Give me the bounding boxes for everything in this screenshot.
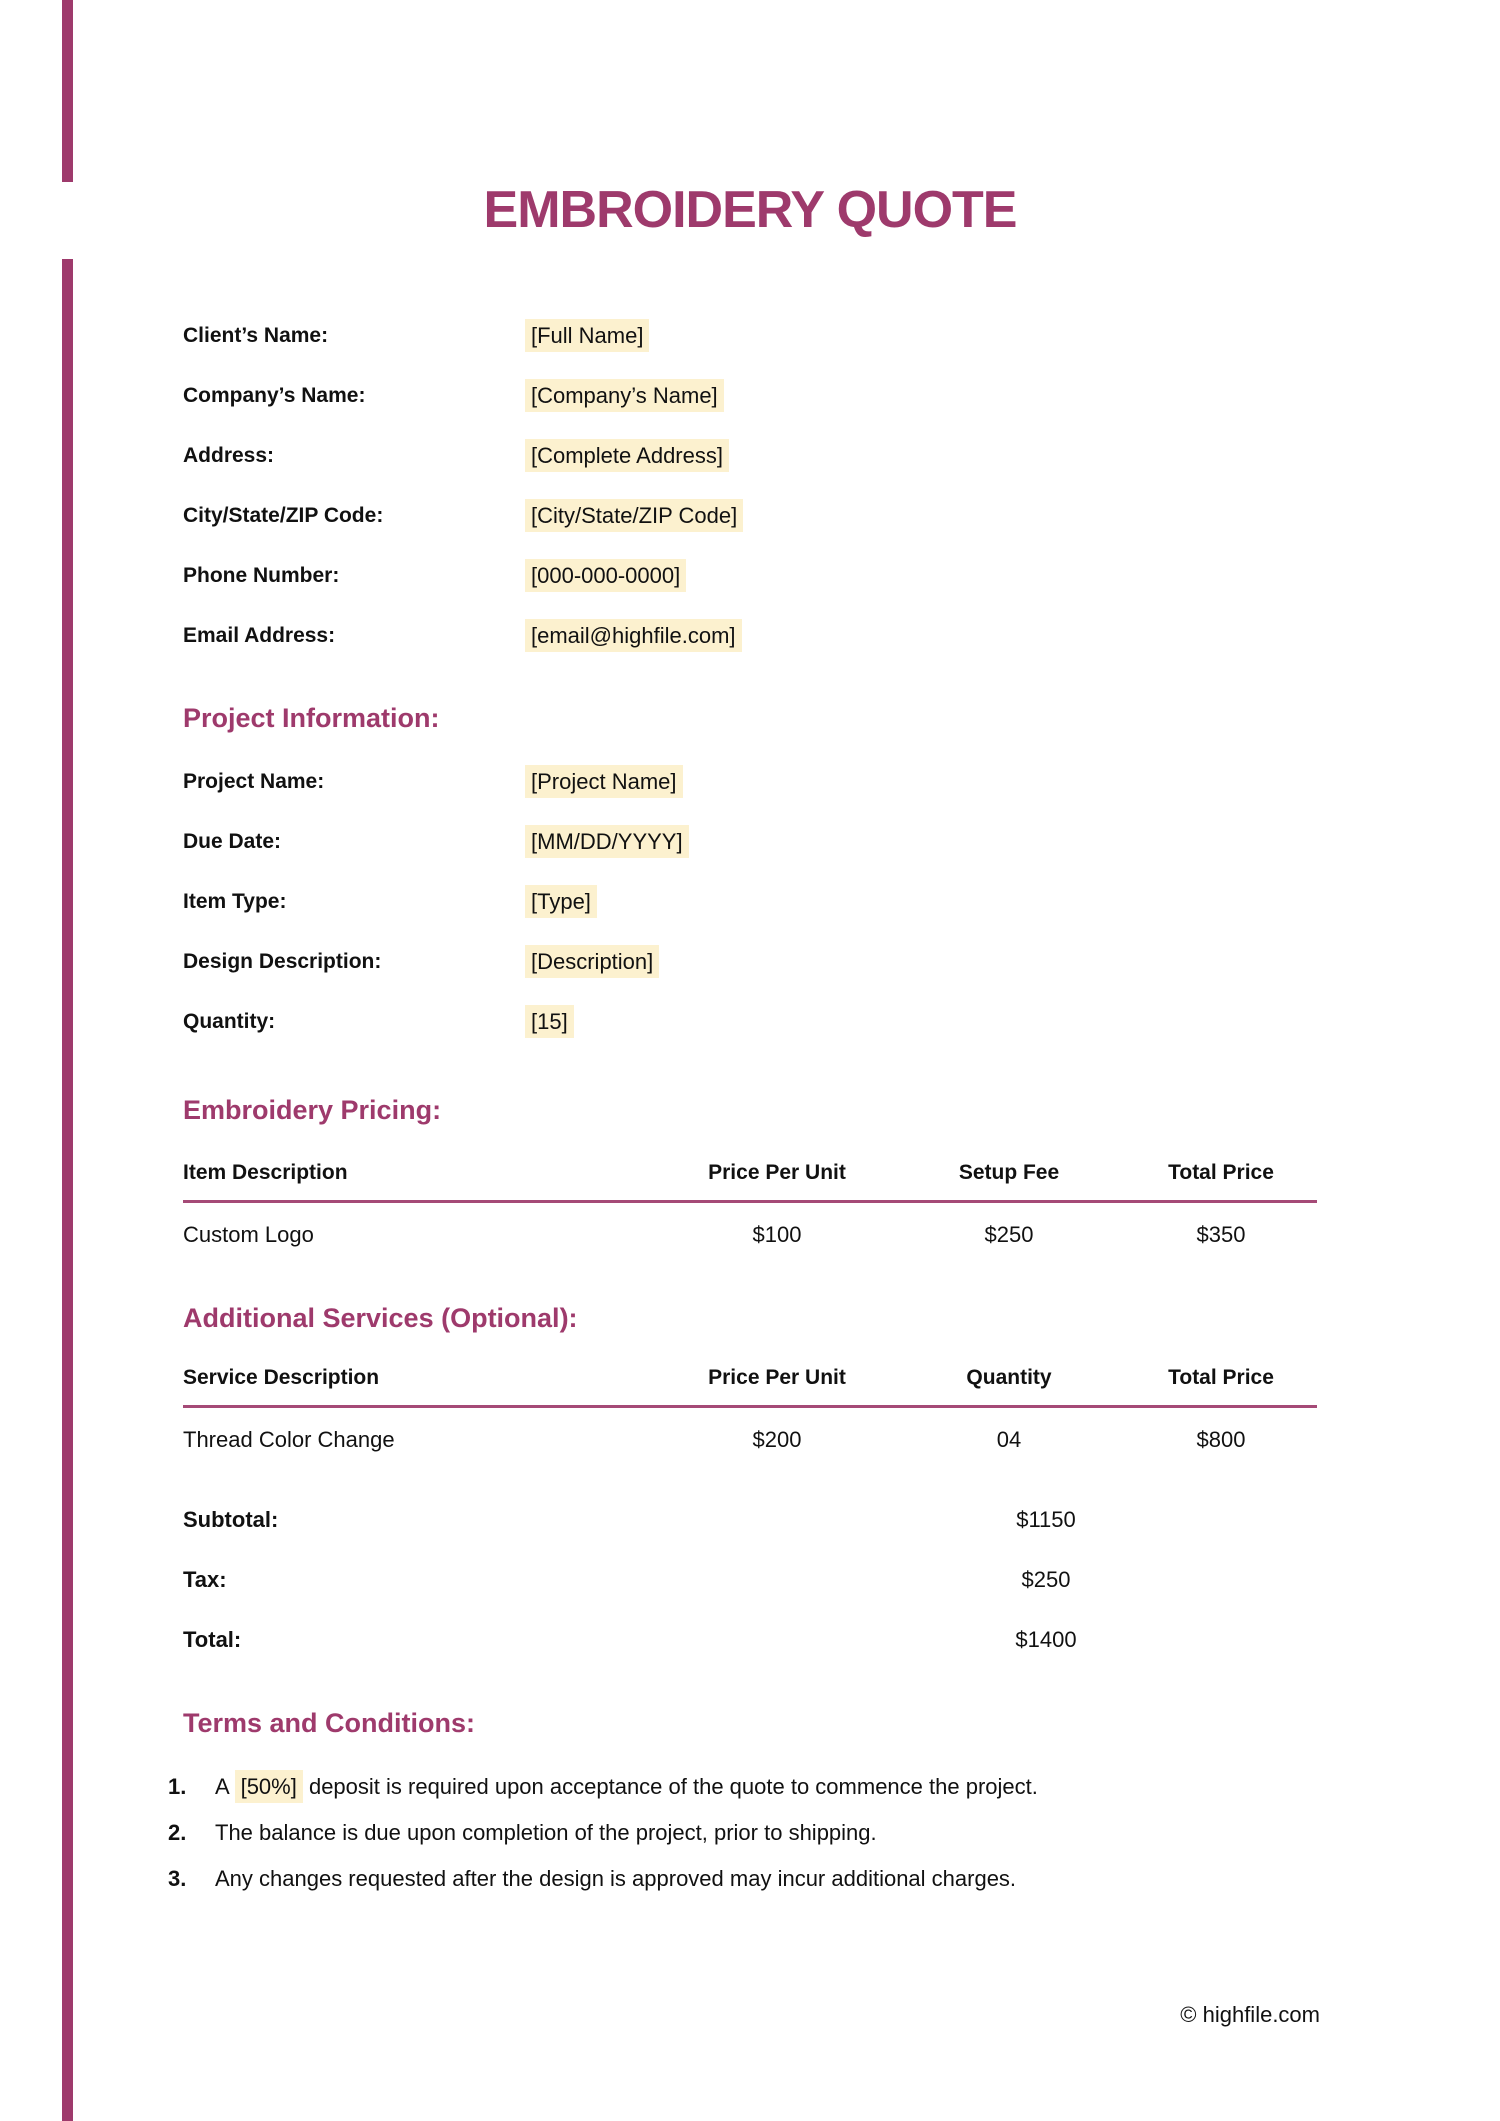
placeholder-email[interactable]: [email@highfile.com]	[525, 619, 742, 652]
terms-item-3: 3. Any changes requested after the desig…	[168, 1856, 1348, 1902]
page-title: EMBROIDERY QUOTE	[483, 181, 1018, 239]
field-label: Company’s Name:	[183, 384, 366, 407]
field-row-due-date: Due Date: [MM/DD/YYYY]	[183, 812, 689, 872]
services-table: Service Description Price Per Unit Quant…	[183, 1351, 1317, 1472]
pricing-table-header-row: Item Description Price Per Unit Setup Fe…	[183, 1146, 1317, 1203]
pricing-table: Item Description Price Per Unit Setup Fe…	[183, 1146, 1317, 1267]
field-row-phone: Phone Number: [000-000-0000]	[183, 546, 743, 606]
cell-price-per-unit: $100	[752, 1222, 802, 1247]
column-header: Service Description	[183, 1366, 380, 1389]
cell-total-price: $350	[1196, 1222, 1246, 1247]
table-row: Thread Color Change $200 04 $800	[183, 1408, 1317, 1472]
placeholder-phone[interactable]: [000-000-0000]	[525, 559, 687, 592]
field-label: Email Address:	[183, 624, 336, 647]
embroidery-pricing-heading: Embroidery Pricing:	[183, 1095, 442, 1125]
client-info-section: Client’s Name: [Full Name] Company’s Nam…	[183, 306, 744, 666]
placeholder-item-type[interactable]: [Type]	[525, 885, 597, 918]
total-value: $1400	[1015, 1627, 1077, 1652]
terms-text: Any changes requested after the design i…	[215, 1866, 1017, 1891]
field-row-project-name: Project Name: [Project Name]	[183, 752, 689, 812]
terms-and-conditions-heading: Terms and Conditions:	[183, 1708, 476, 1738]
field-label: Item Type:	[183, 890, 287, 913]
field-row-quantity: Quantity: [15]	[183, 992, 689, 1052]
column-header: Price Per Unit	[708, 1366, 846, 1389]
total-row: Total: $1400	[183, 1610, 1317, 1670]
column-header: Total Price	[1168, 1161, 1274, 1184]
cell-item-description: Custom Logo	[183, 1222, 314, 1247]
subtotal-value: $1150	[1016, 1507, 1076, 1532]
field-row-address: Address: [Complete Address]	[183, 426, 743, 486]
cell-price-per-unit: $200	[752, 1427, 802, 1452]
tax-value: $250	[1021, 1567, 1071, 1592]
left-accent-bar-top	[62, 0, 73, 182]
subtotal-row: Subtotal: $1150	[183, 1490, 1317, 1550]
field-label: Project Name:	[183, 770, 325, 793]
placeholder-company-name[interactable]: [Company’s Name]	[525, 379, 724, 412]
project-info-section: Project Name: [Project Name] Due Date: […	[183, 752, 689, 1052]
field-row-item-type: Item Type: [Type]	[183, 872, 689, 932]
table-row: Custom Logo $100 $250 $350	[183, 1203, 1317, 1267]
field-label: City/State/ZIP Code:	[183, 504, 384, 527]
total-label: Total:	[183, 1627, 242, 1652]
left-accent-bar	[62, 259, 73, 2121]
subtotal-label: Subtotal:	[183, 1507, 279, 1532]
placeholder-project-name[interactable]: [Project Name]	[525, 765, 683, 798]
placeholder-city-state-zip[interactable]: [City/State/ZIP Code]	[525, 499, 744, 532]
list-number: 1.	[168, 1774, 187, 1799]
field-row-city-state-zip: City/State/ZIP Code: [City/State/ZIP Cod…	[183, 486, 744, 546]
tax-label: Tax:	[183, 1567, 227, 1592]
services-table-header-row: Service Description Price Per Unit Quant…	[183, 1351, 1317, 1408]
placeholder-quantity[interactable]: [15]	[525, 1005, 574, 1038]
column-header: Price Per Unit	[708, 1161, 846, 1184]
tax-row: Tax: $250	[183, 1550, 1317, 1610]
placeholder-design-description[interactable]: [Description]	[525, 945, 660, 978]
terms-item-2: 2. The balance is due upon completion of…	[168, 1810, 1348, 1856]
cell-quantity: 04	[996, 1427, 1022, 1452]
terms-text: The balance is due upon completion of th…	[215, 1820, 877, 1845]
field-label: Client’s Name:	[183, 324, 329, 347]
field-row-design-description: Design Description: [Description]	[183, 932, 689, 992]
list-number: 3.	[168, 1866, 187, 1891]
field-label: Phone Number:	[183, 564, 340, 587]
terms-item-1: 1. A [50%] deposit is required upon acce…	[168, 1764, 1348, 1810]
terms-text: A [50%] deposit is required upon accepta…	[215, 1770, 1038, 1803]
additional-services-heading: Additional Services (Optional):	[183, 1303, 578, 1333]
field-row-company-name: Company’s Name: [Company’s Name]	[183, 366, 743, 426]
placeholder-due-date[interactable]: [MM/DD/YYYY]	[525, 825, 689, 858]
list-number: 2.	[168, 1820, 187, 1845]
cell-service-description: Thread Color Change	[183, 1427, 395, 1452]
column-header: Item Description	[183, 1161, 348, 1184]
field-row-email: Email Address: [email@highfile.com]	[183, 606, 743, 666]
field-label: Design Description:	[183, 950, 382, 973]
field-label: Address:	[183, 444, 275, 467]
copyright-footer: © highfile.com	[1180, 2002, 1320, 2027]
column-header: Setup Fee	[958, 1161, 1060, 1184]
cell-setup-fee: $250	[984, 1222, 1034, 1247]
cell-total-price: $800	[1196, 1427, 1246, 1452]
field-label: Quantity:	[183, 1010, 276, 1033]
totals-section: Subtotal: $1150 Tax: $250 Total: $1400	[183, 1490, 1317, 1670]
column-header: Total Price	[1168, 1366, 1274, 1389]
placeholder-address[interactable]: [Complete Address]	[525, 439, 729, 472]
field-label: Due Date:	[183, 830, 282, 853]
column-header: Quantity	[966, 1366, 1052, 1389]
terms-list: 1. A [50%] deposit is required upon acce…	[168, 1764, 1348, 1902]
placeholder-client-name[interactable]: [Full Name]	[525, 319, 650, 352]
field-row-client-name: Client’s Name: [Full Name]	[183, 306, 743, 366]
placeholder-deposit-percent[interactable]: [50%]	[234, 1770, 303, 1803]
project-information-heading: Project Information:	[183, 703, 440, 733]
